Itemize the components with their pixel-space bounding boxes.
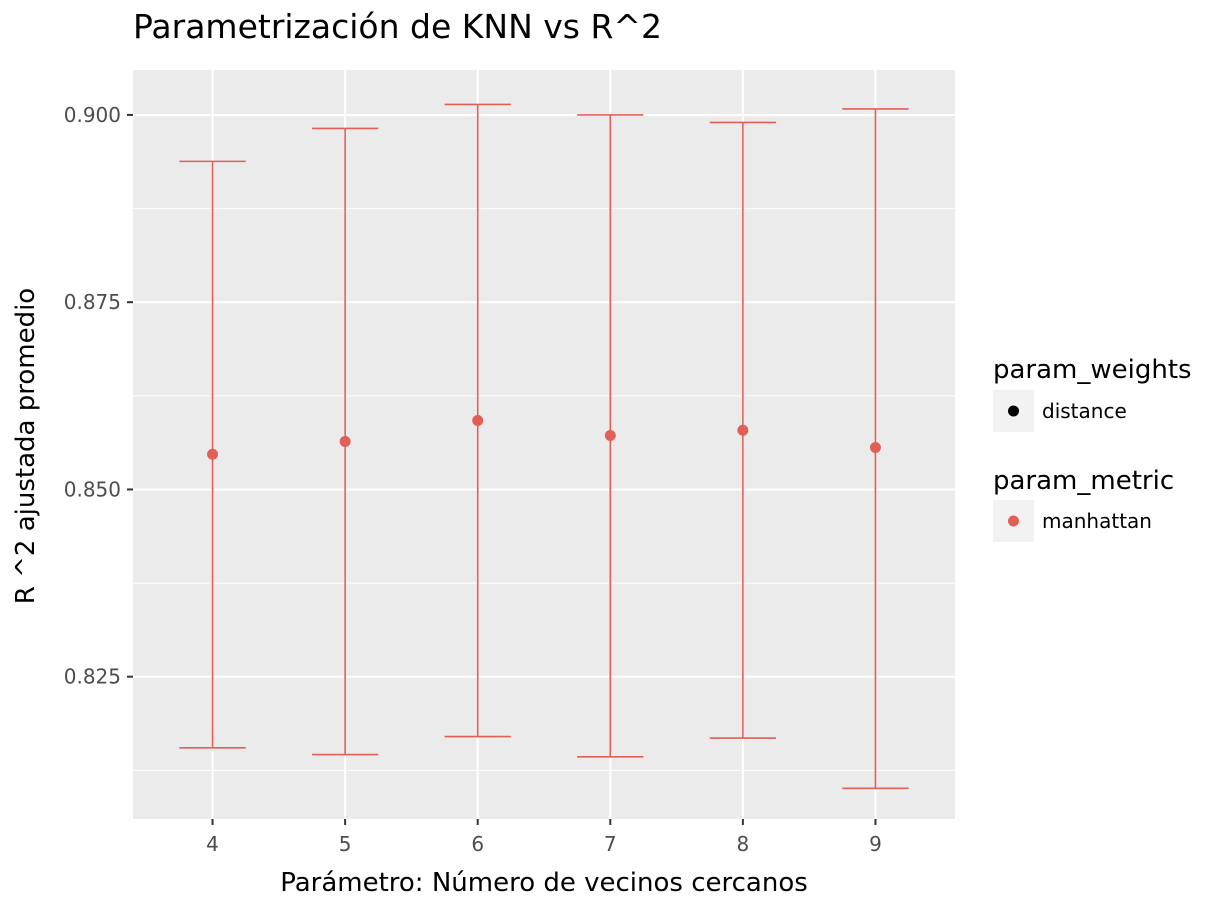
x-axis-title: Parámetro: Número de vecinos cercanos [280, 868, 808, 898]
x-tick-label-3: 7 [604, 832, 617, 856]
x-tick-label-4: 8 [737, 832, 750, 856]
y-tick-label-2: 0.875 [64, 290, 121, 314]
data-point-5 [869, 441, 881, 453]
x-tick-label-0: 4 [206, 832, 219, 856]
data-point-4 [737, 424, 749, 436]
x-tick-label-2: 6 [471, 832, 484, 856]
data-marks [179, 103, 909, 790]
data-point-2 [472, 415, 484, 427]
legend-weights: param_weights distance [993, 355, 1192, 432]
legend-dot-distance [1008, 405, 1019, 417]
plot-panel [133, 70, 955, 819]
data-point-3 [604, 430, 616, 442]
legend-title-weights: param_weights [993, 355, 1192, 385]
data-point-0 [207, 448, 219, 460]
x-tick-label-5: 9 [869, 832, 882, 856]
data-point-1 [339, 436, 351, 448]
y-tick-label-1: 0.850 [64, 477, 121, 501]
y-tick-label-0: 0.825 [64, 665, 121, 689]
y-tick-label-3: 0.900 [64, 103, 121, 127]
legend-label-distance: distance [1042, 399, 1127, 423]
x-tick-label-1: 5 [339, 832, 352, 856]
legend-title-metric: param_metric [993, 466, 1174, 496]
legend-dot-manhattan [1008, 515, 1019, 527]
y-axis-title: R ^2 ajustada promedio [11, 288, 41, 604]
legend-metric: param_metric manhattan [993, 466, 1174, 542]
chart-title: Parametrización de KNN vs R^2 [133, 7, 662, 46]
legend-label-manhattan: manhattan [1042, 509, 1152, 533]
axes: 0.825 0.850 0.875 0.900 4 5 6 7 8 9 [64, 103, 882, 856]
